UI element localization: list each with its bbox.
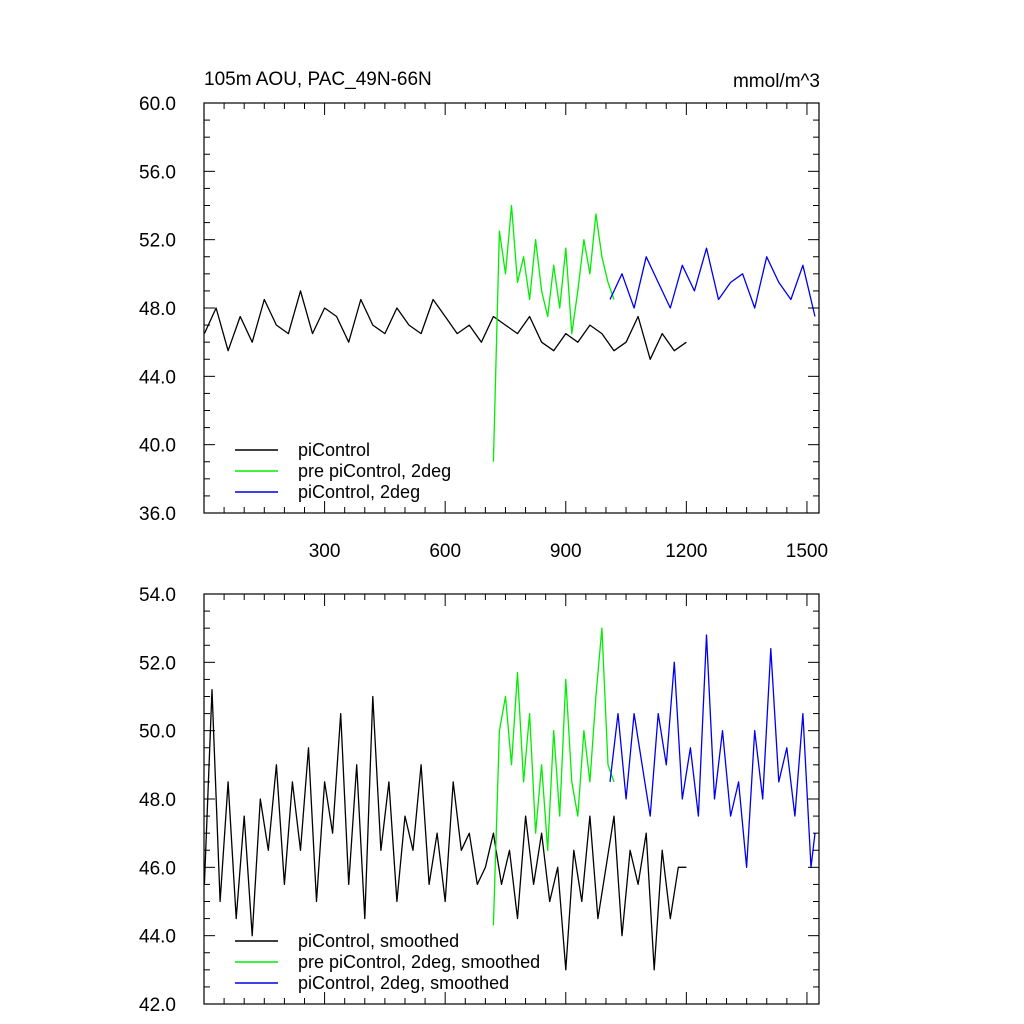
- chart-title: 105m AOU, PAC_49N-66N: [204, 69, 432, 90]
- bottom-legend-label-0: piControl, smoothed: [298, 931, 459, 951]
- bottom-legend-label-1: pre piControl, 2deg, smoothed: [298, 952, 540, 972]
- top-series-group: [203, 204, 816, 462]
- top-legend-label-0: piControl: [298, 440, 370, 460]
- bottom-panel: 42.0 44.0 46.0 48.0 50.0 52.0 54.0 piControl, …: [139, 585, 820, 1016]
- top-axes: 36.0 40.0 44.0 48.0 52.0 56.0 60.0 300 600 900 120…: [139, 94, 828, 562]
- bottom-y-tick-label: 46.0: [139, 858, 176, 879]
- top-x-tick-label: 300: [309, 541, 341, 562]
- top-x-tick-label: 900: [550, 541, 582, 562]
- bottom-plot-frame: [203, 593, 820, 1005]
- top-panel: 36.0 40.0 44.0 48.0 52.0 56.0 60.0 300 600 900 120…: [139, 94, 828, 562]
- top-series-line-0: [203, 290, 687, 360]
- bottom-series-group: [203, 627, 816, 971]
- top-legend-label-1: pre piControl, 2deg: [298, 461, 451, 481]
- top-y-tick-label: 52.0: [139, 231, 176, 252]
- top-x-tick-label: 1200: [665, 541, 707, 562]
- bottom-y-tick-label: 52.0: [139, 653, 176, 674]
- top-y-tick-label: 44.0: [139, 367, 176, 388]
- top-x-tick-label: 600: [429, 541, 461, 562]
- units-label: mmol/m^3: [733, 71, 820, 92]
- bottom-y-tick-label: 50.0: [139, 722, 176, 743]
- bottom-series-line-1: [492, 627, 615, 926]
- top-x-tick-label: 1500: [786, 541, 828, 562]
- bottom-y-tick-label: 48.0: [139, 790, 176, 811]
- bottom-series-line-0: [203, 689, 687, 971]
- top-y-tick-label: 60.0: [139, 94, 176, 115]
- bottom-y-tick-label: 54.0: [139, 585, 176, 606]
- bottom-y-tick-label: 44.0: [139, 927, 176, 948]
- top-y-tick-label: 56.0: [139, 162, 176, 183]
- top-legend-label-2: piControl, 2deg: [298, 482, 420, 502]
- bottom-y-tick-label: 42.0: [139, 995, 176, 1016]
- top-y-tick-label: 40.0: [139, 436, 176, 457]
- bottom-series-line-2: [609, 634, 816, 868]
- bottom-axes: 42.0 44.0 46.0 48.0 50.0 52.0 54.0: [139, 585, 819, 1016]
- bottom-legend-label-2: piControl, 2deg, smoothed: [298, 973, 509, 993]
- top-series-line-1: [492, 204, 615, 462]
- top-y-tick-label: 36.0: [139, 504, 176, 525]
- top-series-line-2: [609, 247, 816, 317]
- top-y-tick-label: 48.0: [139, 299, 176, 320]
